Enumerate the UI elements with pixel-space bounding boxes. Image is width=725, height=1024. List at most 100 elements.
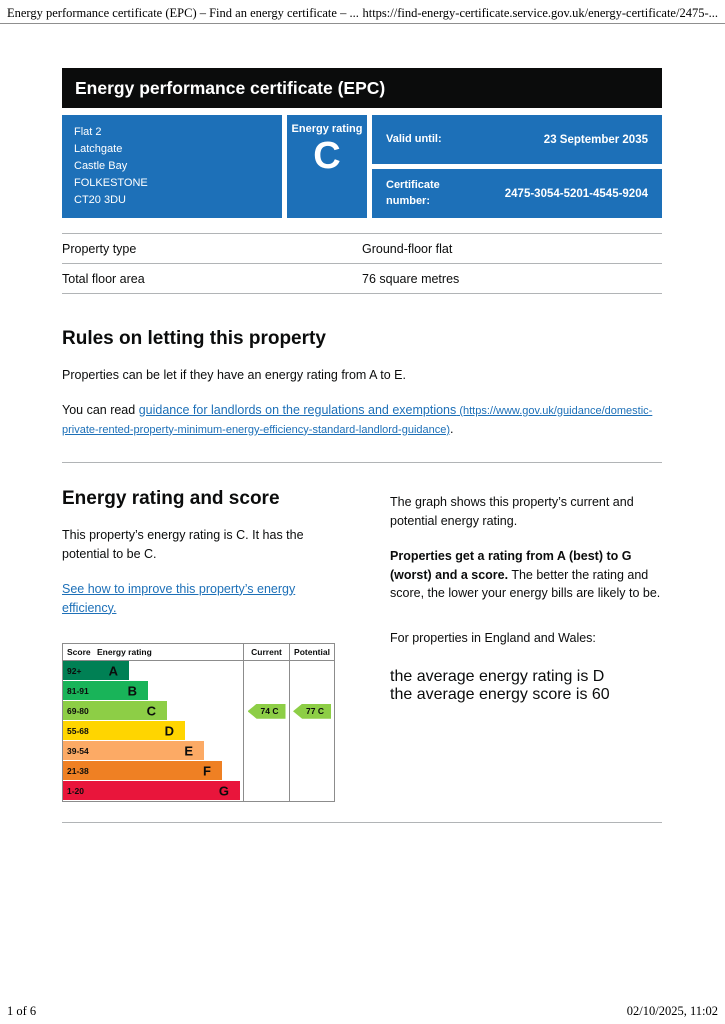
section-divider-bottom (62, 822, 662, 824)
energy-rating-value: C (313, 135, 341, 177)
band-letter-label: G (218, 783, 229, 799)
valid-until-label: Valid until: (386, 132, 442, 145)
rating-summary-text: This property’s energy rating is C. It h… (62, 528, 304, 561)
valid-until-value: 23 September 2035 (543, 133, 648, 146)
rating-band-bar: 39-54 E (63, 741, 204, 761)
page-number: 1 of 6 (7, 1004, 37, 1018)
rating-explainer-rest: The better the rating and score, the low… (390, 567, 661, 601)
valid-until-box: Valid until: 23 September 2035 (372, 115, 662, 165)
chart-header-rating: Energy rating (97, 647, 152, 658)
rating-section-heading: Energy rating and score (62, 488, 280, 510)
average-score-text: the average energy score is 60 (390, 685, 610, 703)
rating-band-bar: 55-68 D (63, 721, 185, 741)
certificate-meta: Valid until: 23 September 2035 Certifica… (372, 115, 662, 219)
chart-header-potential: Potential (289, 644, 334, 661)
energy-rating-box: Energy rating C (287, 115, 367, 219)
guidance-suffix: . (450, 421, 454, 436)
rating-band-bar: 92+ A (63, 661, 129, 681)
england-wales-text: For properties in England and Wales: (390, 631, 596, 645)
band-letter-label: D (164, 723, 174, 739)
rating-band-row-a: 92+ A (63, 661, 334, 682)
print-datetime: 02/10/2025, 11:02 (626, 1004, 718, 1018)
current-rating-cell (243, 721, 289, 742)
rating-band-row-f: 21-38 F (63, 761, 334, 782)
band-score-label: 55-68 (67, 725, 89, 736)
property-type-value: Ground-floor flat (362, 242, 453, 256)
band-bar-area: 81-91 B (63, 681, 243, 701)
band-score-label: 81-91 (67, 685, 89, 696)
potential-rating-marker: 77 C (293, 703, 331, 719)
rating-section: Energy rating and score This property’s … (62, 488, 662, 803)
current-rating-cell (243, 781, 289, 802)
rating-band-bar: 21-38 F (63, 761, 222, 781)
print-header-title: Energy performance certificate (EPC) – F… (7, 6, 359, 20)
page-title-banner: Energy performance certificate (EPC) (62, 68, 662, 108)
chart-band-rows: 92+ A 81-91 B 69-80 C 74 C 77 C 55-68 D 39-54 E 21-3… (63, 661, 334, 802)
rating-explainer-text: Properties get a rating from A (best) to… (390, 547, 662, 603)
certificate-number-value: 2475-3054-5201-4545-9204 (504, 187, 648, 200)
rating-band-row-g: 1-20 G (63, 781, 334, 802)
band-bar-area: 92+ A (63, 661, 243, 681)
potential-rating-cell (289, 741, 334, 762)
current-rating-cell: 74 C (243, 701, 289, 722)
guidance-link-text: guidance for landlords on the regulation… (138, 402, 457, 417)
address-line: Flat 2 (74, 126, 102, 138)
potential-rating-cell (289, 721, 334, 742)
energy-rating-graph: Score Energy rating Current Potential 92… (62, 643, 335, 803)
rating-band-row-e: 39-54 E (63, 741, 334, 762)
current-rating-marker: 74 C (247, 703, 286, 719)
chart-header-score: Score (67, 647, 91, 658)
rating-section-right: The graph shows this property’s current … (390, 488, 662, 802)
average-rating-text: the average energy rating is D (390, 667, 605, 685)
potential-rating-cell (289, 681, 334, 702)
table-row: Total floor area 76 square metres (62, 263, 662, 294)
print-footer: 1 of 6 02/10/2025, 11:02 (7, 1004, 718, 1019)
current-rating-cell (243, 761, 289, 782)
band-letter-label: B (127, 683, 137, 699)
band-bar-area: 39-54 E (63, 741, 243, 761)
energy-rating-label: Energy rating (291, 123, 363, 135)
rating-band-row-b: 81-91 B (63, 681, 334, 702)
rating-band-bar: 69-80 C (63, 701, 167, 721)
band-score-label: 92+ (67, 665, 82, 676)
graph-intro-text: The graph shows this property’s current … (390, 495, 634, 528)
improve-efficiency-link[interactable]: See how to improve this property’s energ… (62, 581, 296, 615)
potential-rating-cell: 77 C (289, 701, 334, 722)
band-score-label: 1-20 (67, 785, 85, 796)
rating-band-bar: 1-20 G (63, 781, 240, 801)
band-bar-area: 55-68 D (63, 721, 243, 741)
band-letter-label: C (146, 703, 156, 719)
band-letter-label: E (184, 743, 193, 759)
property-details-table: Property type Ground-floor flat Total fl… (62, 233, 662, 294)
band-bar-area: 1-20 G (63, 781, 243, 801)
rating-band-row-d: 55-68 D (63, 721, 334, 742)
print-header-url: https://find-energy-certificate.service.… (362, 6, 718, 20)
floor-area-value: 76 square metres (362, 272, 460, 286)
chart-header-row: Score Energy rating Current Potential (63, 644, 334, 662)
band-score-label: 39-54 (67, 745, 89, 756)
current-rating-cell (243, 681, 289, 702)
band-letter-label: A (108, 663, 118, 679)
certificate-number-box: Certificate number: 2475-3054-5201-4545-… (372, 169, 662, 219)
chart-header-current: Current (243, 644, 289, 661)
address-line: CT20 3DU (74, 194, 126, 207)
address-line: FOLKESTONE (74, 177, 148, 190)
guidance-link-url: (https://www.gov.uk/guidance/domestic-pr… (62, 404, 653, 436)
landlord-guidance-link[interactable]: guidance for landlords on the regulation… (62, 403, 652, 436)
band-letter-label: F (203, 763, 211, 779)
current-rating-cell (243, 741, 289, 762)
potential-rating-cell (289, 781, 334, 802)
certificate-number-label: Certificate number: (386, 179, 440, 207)
table-row: Property type Ground-floor flat (62, 233, 662, 263)
property-type-label: Property type (62, 242, 137, 256)
rating-band-row-c: 69-80 C 74 C 77 C (63, 701, 334, 722)
band-bar-area: 69-80 C (63, 701, 243, 721)
rating-section-left: Energy rating and score This property’s … (62, 488, 352, 803)
certificate-summary: Flat 2 Latchgate Castle Bay FOLKESTONE C… (62, 115, 662, 219)
address-line: Latchgate (74, 143, 123, 156)
floor-area-label: Total floor area (62, 272, 145, 286)
page-title: Energy performance certificate (EPC) (75, 77, 386, 98)
rating-band-bar: 81-91 B (63, 681, 148, 701)
rating-explainer-bold: Properties get a rating from A (best) to… (390, 548, 632, 582)
letting-rules-text: Properties can be let if they have an en… (62, 368, 406, 382)
